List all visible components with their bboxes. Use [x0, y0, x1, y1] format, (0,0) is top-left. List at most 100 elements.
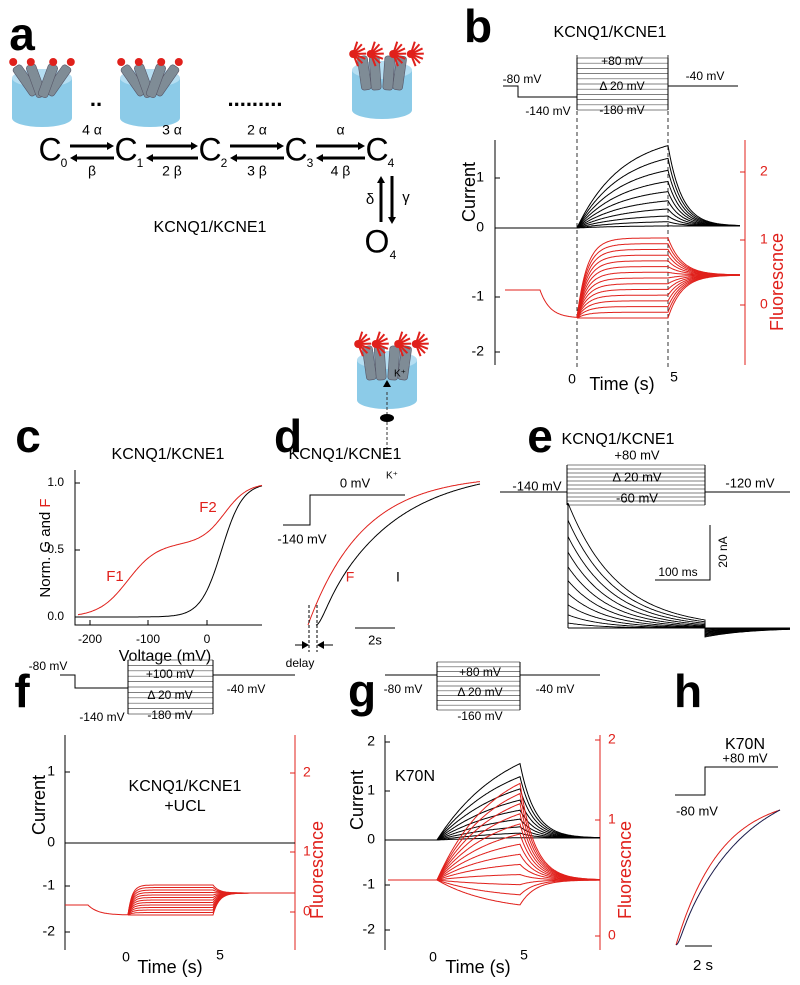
- y-tick-label: -1: [472, 288, 485, 304]
- panel-title: KCNQ1/KCNE1: [289, 446, 402, 463]
- channel-bottom: [120, 109, 180, 127]
- fluorophore: [117, 58, 126, 66]
- ion: K⁺: [386, 471, 398, 482]
- y2-axis-label: Fluorescnce: [615, 821, 635, 919]
- label: +100 mV: [146, 667, 194, 681]
- trace: [567, 580, 790, 633]
- label: 5: [216, 947, 224, 963]
- state-index: 0: [61, 156, 68, 170]
- trace: [127, 892, 295, 916]
- trace: [436, 782, 600, 881]
- scale-bar: [655, 525, 711, 581]
- rate: β: [88, 163, 96, 179]
- fluorophore: [26, 58, 35, 66]
- fluorophore: [371, 340, 380, 348]
- arrow-head: [107, 142, 114, 150]
- rate: δ: [366, 191, 374, 208]
- y-axis-label-part: F: [37, 498, 54, 507]
- label: +80 mV: [459, 665, 501, 679]
- y2-tick-label: 2: [608, 731, 616, 747]
- trace: [576, 144, 740, 229]
- arrow-head: [358, 142, 365, 150]
- model-label: KCNQ1/KCNE1: [154, 219, 267, 236]
- panel-letter: d: [274, 410, 302, 462]
- fluorophore: [406, 50, 415, 58]
- trace: [436, 762, 600, 841]
- rate: 4 α: [82, 122, 102, 138]
- state: O: [365, 223, 390, 259]
- voltage-sensor: [382, 55, 396, 91]
- voltage-sensor: [392, 55, 407, 91]
- trace: [576, 237, 740, 319]
- fluorophore: [389, 50, 398, 58]
- label: 20 nA: [716, 536, 730, 567]
- rate: γ: [402, 189, 410, 206]
- state: C: [284, 131, 307, 167]
- label: 0: [122, 949, 130, 965]
- fluorophore: [394, 340, 403, 348]
- label: Δ 20 mV: [612, 469, 661, 484]
- trace: [436, 813, 600, 881]
- rate: 3 α: [162, 122, 182, 138]
- arrow-head: [146, 154, 153, 162]
- state-index: 2: [221, 156, 228, 170]
- trace: [127, 892, 295, 916]
- trace: [436, 823, 600, 881]
- trace: [307, 481, 481, 626]
- trace: [127, 884, 295, 916]
- trace: [576, 274, 740, 319]
- fluorophore: [174, 58, 183, 66]
- fluorophore: [9, 58, 18, 66]
- x-tick-label: 0: [568, 371, 576, 387]
- arrow-head: [302, 641, 309, 649]
- trace: [128, 892, 295, 916]
- fluorophore: [49, 58, 58, 66]
- x-tick-label: -200: [78, 632, 102, 646]
- panel-letter: f: [14, 665, 30, 717]
- label: I: [396, 569, 400, 585]
- label: -40 mV: [686, 69, 725, 83]
- label: -80 mV: [29, 659, 68, 673]
- rate: 2 β: [162, 163, 182, 179]
- label: Δ 20 mV: [147, 688, 192, 702]
- state-index: 4: [390, 248, 397, 262]
- y-tick-label: -1: [43, 877, 56, 893]
- arrow-head: [191, 142, 198, 150]
- label: 2 s: [693, 957, 713, 974]
- gate: [380, 414, 394, 422]
- y2-tick-label: 1: [760, 231, 768, 247]
- arrow-head: [70, 154, 77, 162]
- channel-icon: [9, 58, 75, 127]
- y2-tick-label: 2: [303, 764, 311, 780]
- y-axis-label-part: Norm. G and: [37, 508, 54, 598]
- y-tick-label: -2: [43, 923, 56, 939]
- y-tick-label: 1: [367, 782, 375, 798]
- channel-icon: [349, 41, 424, 119]
- label: delay: [286, 656, 315, 670]
- y-tick-label: 0.0: [47, 609, 64, 623]
- label: F: [346, 569, 355, 585]
- label: -140 mV: [79, 710, 124, 724]
- y2-tick-label: 0: [608, 927, 616, 943]
- y2-axis-label: Fluorescnce: [307, 821, 327, 919]
- label: -80 mV: [384, 682, 423, 696]
- voltage-sensor: [362, 345, 377, 381]
- y2-tick-label: 0: [303, 903, 311, 919]
- state: C: [114, 131, 137, 167]
- y2-tick-label: 0: [760, 296, 768, 312]
- x-axis-label: Time (s): [137, 957, 202, 977]
- arrow-head: [388, 217, 396, 224]
- trace: [127, 892, 295, 916]
- label: F1: [106, 568, 124, 585]
- trace: [576, 169, 740, 229]
- state-index: 3: [307, 156, 314, 170]
- trace: [567, 502, 790, 638]
- x-tick-label: 5: [670, 369, 678, 385]
- arrow-head: [230, 154, 237, 162]
- label: +80 mV: [614, 447, 659, 462]
- x-tick-label: 0: [204, 632, 211, 646]
- trace: [315, 483, 481, 626]
- label: +80 mV: [722, 750, 767, 765]
- rate: α: [336, 122, 344, 138]
